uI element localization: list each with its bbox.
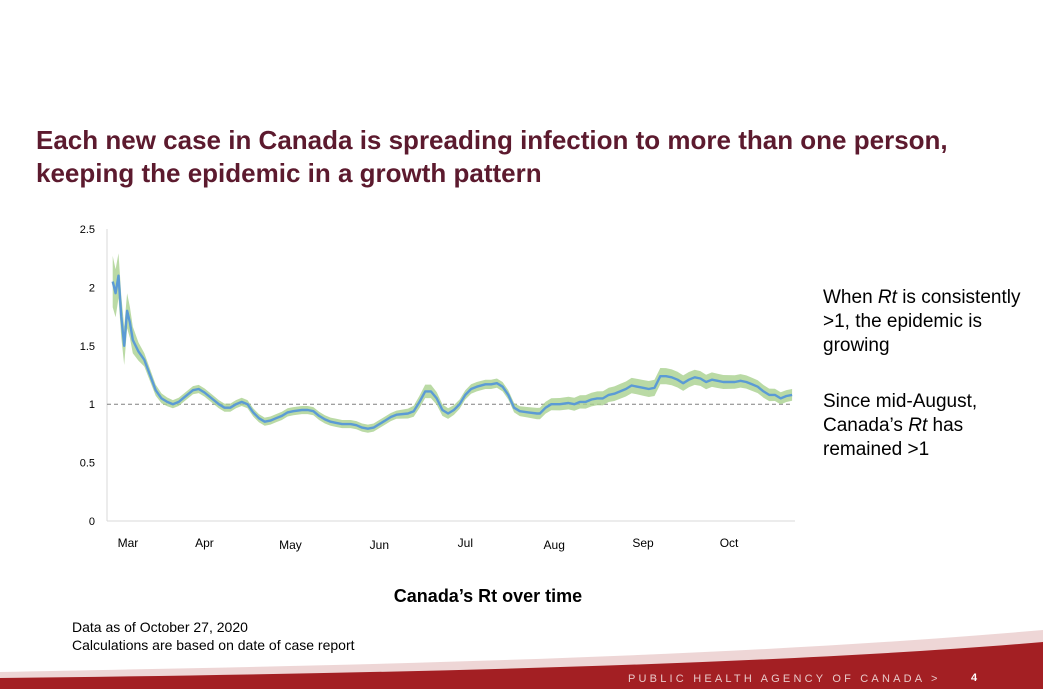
x-tick-label: May [279, 538, 302, 552]
x-tick-label: Oct [720, 536, 739, 550]
calculation-footnote: Calculations are based on date of case r… [72, 637, 355, 653]
y-tick-label: 1 [89, 399, 95, 411]
slide-title-line-2: keeping the epidemic in a growth pattern [36, 158, 542, 188]
growth-note-rt: Rt [877, 287, 897, 308]
rt-series-line [111, 274, 793, 430]
y-tick-label: 2 [89, 282, 95, 294]
x-tick-label: Jul [458, 536, 473, 550]
x-tick-label: Mar [118, 536, 139, 550]
x-tick-label: Apr [195, 536, 214, 550]
confidence-band [112, 253, 793, 433]
slide-title-line-1: Each new case in Canada is spreading inf… [36, 125, 948, 155]
mid-august-note: Since mid-August, Canada’s Rt has remain… [823, 390, 1023, 462]
footer-agency-name: PUBLIC HEALTH AGENCY OF CANADA > [628, 673, 941, 685]
mid-august-note-rt: Rt [908, 415, 928, 436]
data-date-footnote: Data as of October 27, 2020 [72, 619, 248, 635]
mid-august-note-pre: Since mid-August, Canada’s [823, 391, 978, 436]
growth-note-pre: When [823, 287, 878, 308]
x-tick-label: Jun [370, 538, 389, 552]
y-tick-label: 0 [89, 516, 95, 528]
x-tick-label: Sep [632, 536, 654, 550]
x-tick-label: Aug [544, 538, 565, 552]
growth-note: When Rt is consistently >1, the epidemic… [823, 286, 1023, 358]
y-tick-label: 0.5 [80, 458, 95, 470]
growth-note-post: is consistently >1, the epidemic is grow… [823, 287, 1021, 356]
x-axis-ticks: Mar Apr May Jun Jul Aug Sep Oct [118, 536, 739, 552]
page-number: 4 [971, 672, 978, 684]
y-axis-ticks: 0 0.5 1 1.5 2 2.5 [80, 224, 95, 528]
footer-band [0, 630, 1043, 689]
footer-wave-dark [0, 642, 1043, 689]
slide-title: Each new case in Canada is spreading inf… [36, 124, 1016, 190]
y-tick-label: 2.5 [80, 224, 95, 236]
chart-caption: Canada’s Rt over time [393, 586, 583, 606]
mid-august-note-post: has remained >1 [823, 415, 964, 460]
y-tick-label: 1.5 [80, 341, 95, 353]
